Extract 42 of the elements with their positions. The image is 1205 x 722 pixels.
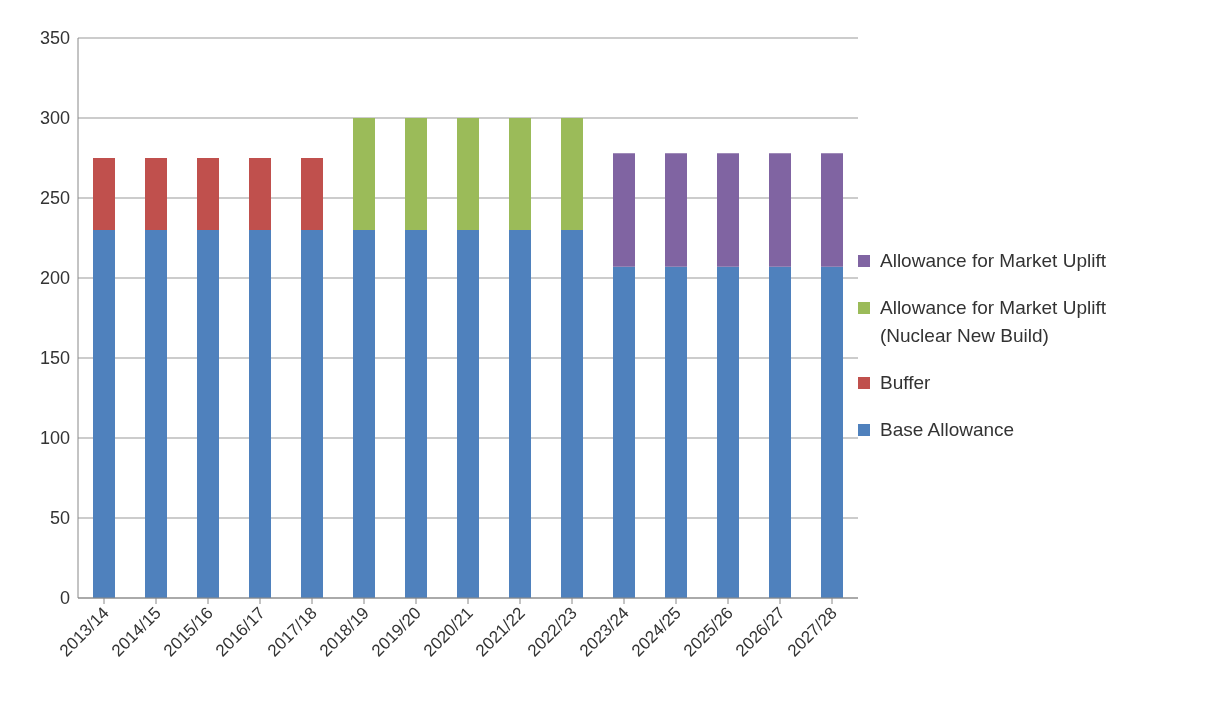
bar <box>665 153 687 267</box>
bar <box>509 118 531 230</box>
y-tick-label: 250 <box>39 188 70 209</box>
bar <box>561 118 583 230</box>
bar <box>405 118 427 230</box>
bar <box>665 266 687 598</box>
bar <box>717 153 739 267</box>
y-tick-label: 150 <box>39 348 70 369</box>
bar <box>145 230 167 598</box>
bar <box>509 230 531 598</box>
legend-label: Allowance for Market Uplift <box>880 249 1106 273</box>
y-tick-label: 0 <box>59 588 70 609</box>
bar <box>821 153 843 267</box>
bar <box>197 158 219 230</box>
y-tick-label: 350 <box>39 28 70 49</box>
bar <box>613 153 635 267</box>
bar <box>405 230 427 598</box>
y-tick-label: 200 <box>39 268 70 289</box>
bar <box>769 153 791 267</box>
bar <box>717 266 739 598</box>
y-tick-label: 100 <box>39 428 70 449</box>
y-tick-label: 50 <box>49 508 70 529</box>
legend-label: Allowance for Market Uplift (Nuclear New Build) <box>880 296 1107 348</box>
bar <box>93 158 115 230</box>
y-tick-label: 300 <box>39 108 70 129</box>
legend-label: Buffer <box>880 371 931 395</box>
bar <box>353 118 375 230</box>
bar <box>457 230 479 598</box>
bar <box>197 230 219 598</box>
bar <box>301 230 323 598</box>
bar <box>457 118 479 230</box>
bar <box>821 266 843 598</box>
bar <box>249 158 271 230</box>
bar <box>301 158 323 230</box>
bar <box>769 266 791 598</box>
bar <box>613 266 635 598</box>
bar <box>353 230 375 598</box>
legend-label: Base Allowance <box>880 418 1015 442</box>
bar <box>93 230 115 598</box>
bar <box>561 230 583 598</box>
bar <box>249 230 271 598</box>
bar <box>145 158 167 230</box>
